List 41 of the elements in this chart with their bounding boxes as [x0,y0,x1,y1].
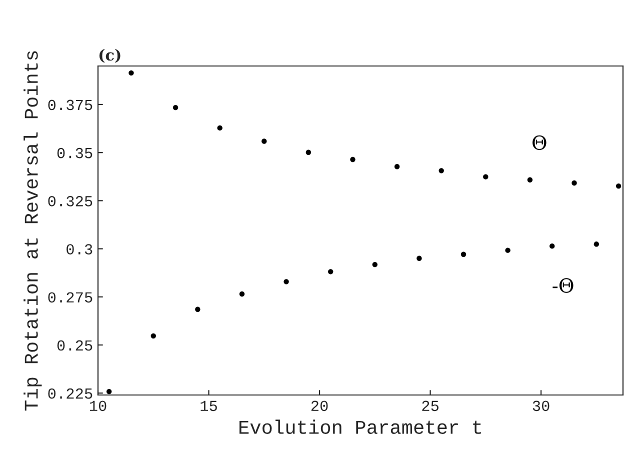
chart-title: (c) [99,48,120,63]
point [394,164,400,170]
point [438,168,444,174]
series-label: -Θ [552,278,574,293]
x-tick-label: 15 [200,400,217,412]
x-tick-label: 25 [422,400,438,412]
point [328,269,334,274]
point [550,243,555,249]
point [217,125,222,131]
x-tick-label: 20 [311,400,328,412]
y-tick-label: 0.275 [48,292,92,303]
point [616,183,622,189]
point [483,174,488,180]
point [505,248,510,253]
point [172,104,178,110]
point [372,262,378,268]
y-tick-label: 0.35 [57,148,92,158]
y-tick-label: 0.225 [48,388,92,399]
x-axis-title: Evolution Parameter t [240,420,481,434]
point [262,138,267,144]
point [239,291,245,297]
x-tick-label: 10 [90,400,106,412]
y-tick-label: 0.3 [66,244,92,254]
y-tick-label: 0.325 [48,196,92,206]
point [106,388,112,394]
point [527,177,533,182]
point [284,279,289,284]
point [128,70,134,76]
point [195,306,200,312]
point [572,180,577,186]
point [350,156,356,162]
y-tick-label: 0.25 [57,340,92,351]
point [460,252,466,257]
point [594,242,600,247]
y-tick-label: 0.375 [48,100,92,110]
point [416,256,422,261]
y-axis-title: Tip Rotation at Reversal Points [24,51,42,411]
point [306,150,312,155]
x-tick-label: 30 [532,400,550,412]
point [150,333,156,339]
series-label: Θ [532,135,546,150]
